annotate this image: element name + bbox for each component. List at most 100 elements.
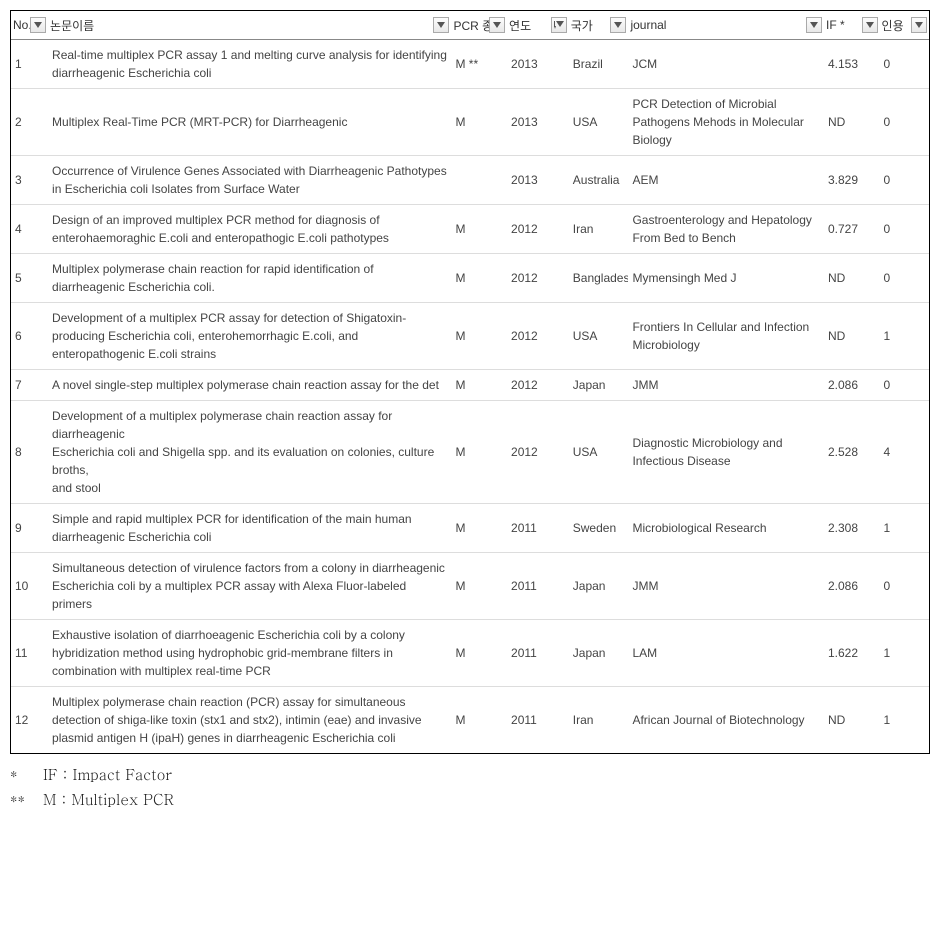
col-header-year[interactable]: 연도 xyxy=(507,11,569,40)
cell-year: 2011 xyxy=(507,504,569,553)
data-table-container: No. 논문이름 PCR 종류 연도 국가 xyxy=(10,10,930,754)
cell-no: 11 xyxy=(11,620,48,687)
cell-title: Multiplex polymerase chain reaction (PCR… xyxy=(48,687,451,754)
cell-country: Australia xyxy=(569,156,629,205)
filter-dropdown-icon[interactable] xyxy=(806,17,822,33)
cell-year: 2012 xyxy=(507,254,569,303)
table-header-row: No. 논문이름 PCR 종류 연도 국가 xyxy=(11,11,929,40)
cell-title: Multiplex Real-Time PCR (MRT-PCR) for Di… xyxy=(48,89,451,156)
cell-if: ND xyxy=(824,89,880,156)
table-row: 6Development of a multiplex PCR assay fo… xyxy=(11,303,929,370)
col-header-if[interactable]: IF * xyxy=(824,11,880,40)
cell-pcr: M xyxy=(451,303,507,370)
col-header-cite[interactable]: 인용 xyxy=(880,11,929,40)
cell-pcr xyxy=(451,156,507,205)
cell-title: Development of a multiplex polymerase ch… xyxy=(48,401,451,504)
table-row: 11Exhaustive isolation of diarrhoeagenic… xyxy=(11,620,929,687)
cell-pcr: M xyxy=(451,205,507,254)
cell-country: Bangladesh xyxy=(569,254,629,303)
cell-title: Simultaneous detection of virulence fact… xyxy=(48,553,451,620)
cell-year: 2012 xyxy=(507,370,569,401)
cell-country: USA xyxy=(569,303,629,370)
filter-dropdown-icon[interactable] xyxy=(911,17,927,33)
cell-no: 12 xyxy=(11,687,48,754)
cell-if: 2.308 xyxy=(824,504,880,553)
cell-if: 0.727 xyxy=(824,205,880,254)
cell-journal: Mymensingh Med J xyxy=(628,254,824,303)
table-row: 4Design of an improved multiplex PCR met… xyxy=(11,205,929,254)
cell-title: A novel single-step multiplex polymerase… xyxy=(48,370,451,401)
cell-no: 1 xyxy=(11,40,48,89)
cell-pcr: M ** xyxy=(451,40,507,89)
cell-country: USA xyxy=(569,401,629,504)
footnote-text: IF : Impact Factor xyxy=(43,764,172,785)
cell-title: Development of a multiplex PCR assay for… xyxy=(48,303,451,370)
col-header-year-label: 연도 xyxy=(509,17,531,34)
filter-dropdown-icon[interactable] xyxy=(489,17,505,33)
cell-if: ND xyxy=(824,303,880,370)
footnotes: * IF : Impact Factor ** M : Multiplex PC… xyxy=(10,764,930,810)
col-header-country-label: 국가 xyxy=(571,17,593,34)
cell-pcr: M xyxy=(451,254,507,303)
col-header-if-label: IF * xyxy=(826,18,845,32)
cell-country: Iran xyxy=(569,687,629,754)
cell-no: 2 xyxy=(11,89,48,156)
col-header-pcr[interactable]: PCR 종류 xyxy=(451,11,507,40)
cell-journal: Gastroenterology and Hepatology From Bed… xyxy=(628,205,824,254)
filter-dropdown-icon[interactable] xyxy=(433,17,449,33)
footnote-m: ** M : Multiplex PCR xyxy=(10,789,930,810)
cell-if: ND xyxy=(824,254,880,303)
table-row: 7A novel single-step multiplex polymeras… xyxy=(11,370,929,401)
cell-title: Design of an improved multiplex PCR meth… xyxy=(48,205,451,254)
cell-journal: AEM xyxy=(628,156,824,205)
cell-journal: JMM xyxy=(628,370,824,401)
cell-country: USA xyxy=(569,89,629,156)
table-row: 3Occurrence of Virulence Genes Associate… xyxy=(11,156,929,205)
footnote-text: M : Multiplex PCR xyxy=(43,789,174,810)
table-row: 8Development of a multiplex polymerase c… xyxy=(11,401,929,504)
cell-pcr: M xyxy=(451,370,507,401)
table-body: 1Real-time multiplex PCR assay 1 and mel… xyxy=(11,40,929,754)
cell-year: 2013 xyxy=(507,40,569,89)
cell-pcr: M xyxy=(451,620,507,687)
col-header-title[interactable]: 논문이름 xyxy=(48,11,451,40)
cell-year: 2013 xyxy=(507,156,569,205)
cell-journal: African Journal of Biotechnology xyxy=(628,687,824,754)
table-row: 5Multiplex polymerase chain reaction for… xyxy=(11,254,929,303)
sort-desc-icon[interactable] xyxy=(551,17,567,33)
cell-country: Japan xyxy=(569,553,629,620)
cell-year: 2012 xyxy=(507,205,569,254)
cell-year: 2012 xyxy=(507,303,569,370)
cell-pcr: M xyxy=(451,553,507,620)
cell-if: ND xyxy=(824,687,880,754)
footnote-if: * IF : Impact Factor xyxy=(10,764,930,785)
footnote-mark: * xyxy=(10,764,38,785)
cell-journal: LAM xyxy=(628,620,824,687)
cell-journal: JCM xyxy=(628,40,824,89)
cell-no: 8 xyxy=(11,401,48,504)
cell-cite: 0 xyxy=(880,40,929,89)
filter-dropdown-icon[interactable] xyxy=(610,17,626,33)
col-header-no[interactable]: No. xyxy=(11,11,48,40)
col-header-journal[interactable]: journal xyxy=(628,11,824,40)
cell-no: 4 xyxy=(11,205,48,254)
cell-country: Brazil xyxy=(569,40,629,89)
cell-pcr: M xyxy=(451,687,507,754)
cell-title: Multiplex polymerase chain reaction for … xyxy=(48,254,451,303)
col-header-country[interactable]: 국가 xyxy=(569,11,629,40)
cell-cite: 0 xyxy=(880,89,929,156)
cell-journal: Frontiers In Cellular and Infection Micr… xyxy=(628,303,824,370)
cell-pcr: M xyxy=(451,89,507,156)
footnote-mark: ** xyxy=(10,789,38,810)
cell-pcr: M xyxy=(451,401,507,504)
cell-if: 2.086 xyxy=(824,553,880,620)
cell-cite: 0 xyxy=(880,370,929,401)
col-header-no-label: No. xyxy=(13,18,32,32)
filter-dropdown-icon[interactable] xyxy=(30,17,46,33)
cell-cite: 0 xyxy=(880,205,929,254)
filter-dropdown-icon[interactable] xyxy=(862,17,878,33)
cell-no: 9 xyxy=(11,504,48,553)
col-header-title-label: 논문이름 xyxy=(50,17,94,34)
cell-year: 2011 xyxy=(507,620,569,687)
cell-cite: 1 xyxy=(880,303,929,370)
